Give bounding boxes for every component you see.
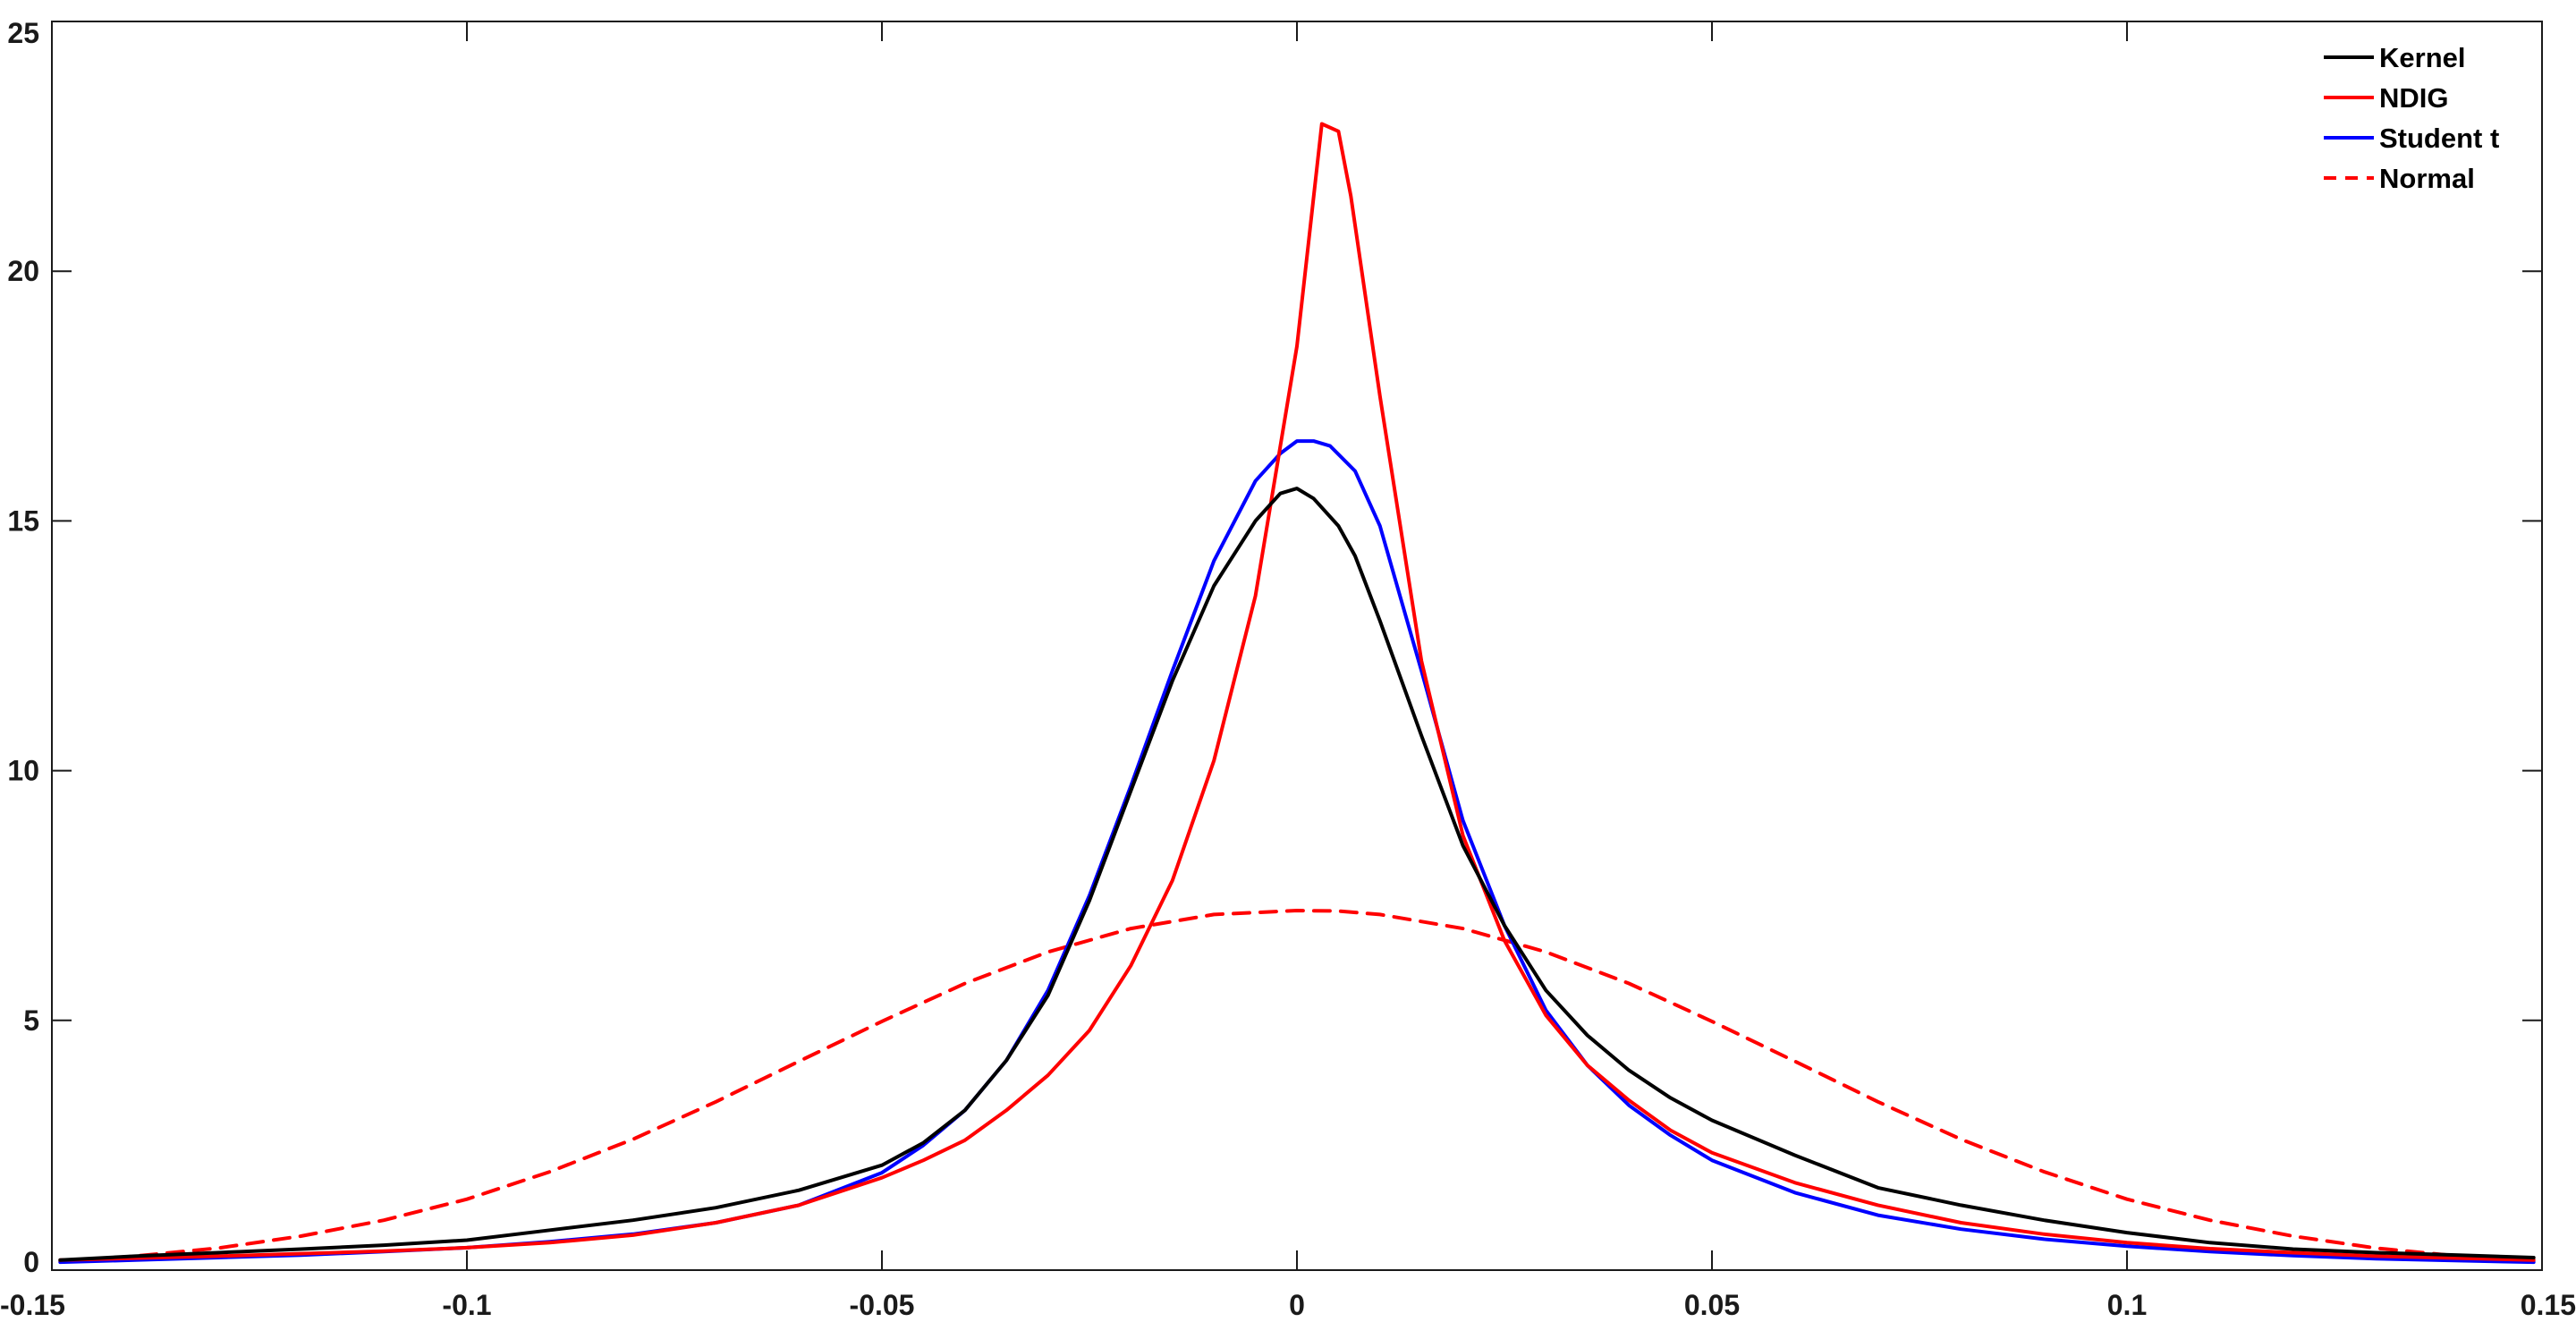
- y-tick-label: 5: [23, 1004, 39, 1037]
- legend-label: Kernel: [2379, 42, 2465, 73]
- legend: Kernel NDIG Student t Normal: [2324, 42, 2499, 194]
- x-tick-label: 0.15: [2521, 1289, 2576, 1321]
- axis-ticks: [51, 21, 2543, 1271]
- legend-label: Student t: [2379, 123, 2499, 154]
- y-tick-label: 25: [7, 17, 39, 49]
- x-tick-label: -0.15: [0, 1289, 65, 1321]
- y-tick-label: 0: [23, 1246, 39, 1278]
- plot-area-box: [51, 21, 2543, 1271]
- y-axis-tick-labels: 0 5 10 15 20 25: [7, 17, 39, 1278]
- x-axis-tick-labels: -0.15 -0.1 -0.05 0 0.05 0.1 0.15: [0, 1289, 2576, 1321]
- series-line-student-t: [58, 439, 2536, 1265]
- y-tick-label: 20: [7, 255, 39, 287]
- x-tick-label: 0: [1289, 1289, 1305, 1321]
- series-layer: [58, 122, 2536, 1265]
- series-line-kernel: [58, 487, 2536, 1262]
- legend-label: NDIG: [2379, 82, 2449, 114]
- x-tick-label: -0.1: [442, 1289, 491, 1321]
- y-tick-label: 10: [7, 755, 39, 787]
- series-line-normal: [58, 909, 2536, 1264]
- x-tick-label: -0.05: [850, 1289, 915, 1321]
- y-tick-label: 15: [7, 504, 39, 537]
- legend-label: Normal: [2379, 163, 2475, 194]
- series-line-ndig: [58, 122, 2536, 1262]
- x-tick-label: 0.05: [1684, 1289, 1740, 1321]
- x-tick-label: 0.1: [2107, 1289, 2147, 1321]
